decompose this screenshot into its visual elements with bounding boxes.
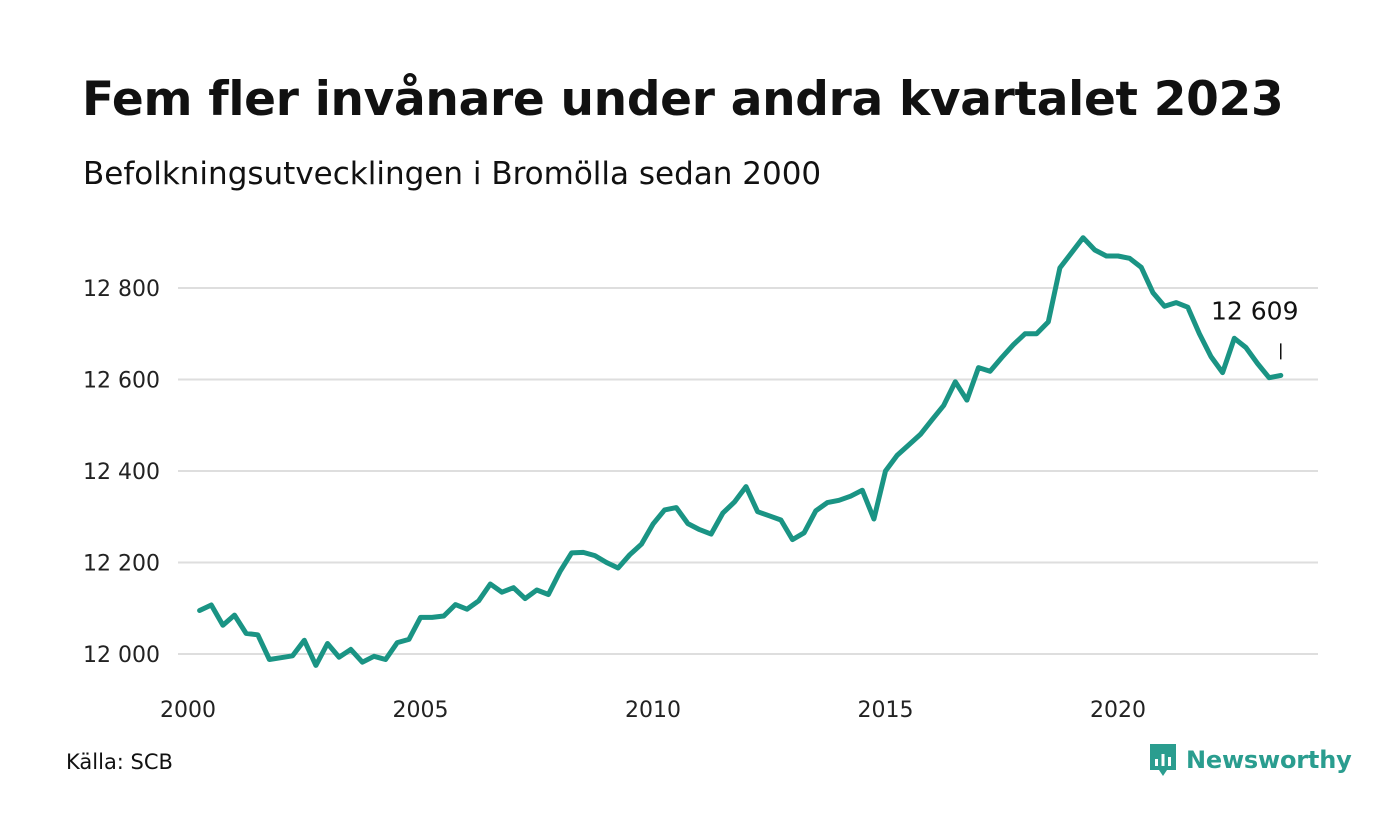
y-axis-ticks: 12 000 12 200 12 400 12 600 12 800 — [83, 277, 160, 668]
newsworthy-logo-icon — [1150, 744, 1176, 776]
gridlines — [178, 287, 1318, 655]
x-tick-label: 2020 — [1090, 698, 1146, 723]
x-tick-label: 2000 — [160, 698, 216, 723]
y-tick-label: 12 600 — [83, 369, 160, 394]
y-tick-label: 12 400 — [83, 460, 160, 485]
brand-logo: Newsworthy — [1148, 742, 1352, 778]
y-tick-label: 12 000 — [83, 643, 160, 668]
source-note: Källa: SCB — [66, 750, 173, 774]
y-tick-label: 12 200 — [83, 552, 160, 577]
series-line — [197, 235, 1284, 668]
x-tick-label: 2010 — [625, 698, 681, 723]
x-tick-label: 2005 — [393, 698, 449, 723]
chart-subtitle: Befolkningsutvecklingen i Bromölla sedan… — [83, 156, 822, 192]
x-tick-label: 2015 — [858, 698, 914, 723]
y-tick-label: 12 800 — [83, 277, 160, 302]
chart-title: Fem fler invånare under andra kvartalet … — [82, 72, 1284, 127]
brand-name: Newsworthy — [1186, 746, 1352, 774]
x-axis-ticks: 2000 2005 2010 2015 2020 — [160, 698, 1146, 723]
annotation-label: 12 609 — [1211, 296, 1298, 325]
